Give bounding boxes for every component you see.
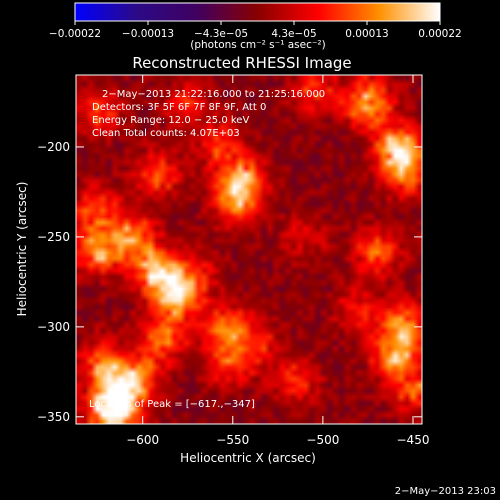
x-tick-label: −600 [126,433,159,447]
colorbar-tick-label: 0.00022 [418,28,461,40]
heatmap-image [76,75,422,424]
colorbar-tick-label: −4.3e−05 [194,28,248,40]
annotation-peak-location: Location of Peak = [−617.,−347] [89,399,255,410]
footer-timestamp: 2−May−2013 23:03 [395,486,496,497]
colorbar-tick-label: 4.3e−05 [271,28,316,40]
colorbar-tick-label: −0.00013 [122,28,174,40]
colorbar-tick-label: 0.00013 [345,28,388,40]
colorbar-frame [74,2,441,22]
colorbar-unit-label: (photons cm⁻² s⁻¹ asec⁻²) [190,39,325,51]
plot-frame [75,74,423,425]
y-tick-label: −350 [37,410,70,424]
annotation-block: 2−May−2013 21:22:16.000 to 21:25:16.000 … [89,89,325,410]
y-tick-label: −300 [37,320,70,334]
colorbar-ticks: −0.00022 −0.00013 −4.3e−05 4.3e−05 0.00013 0.… [49,21,462,40]
annotation-energy-range: Energy Range: 12.0 − 25.0 keV [92,115,249,126]
x-axis-label: Heliocentric X (arcsec) [180,451,316,465]
x-tick-label: −550 [216,433,249,447]
x-tick-label: −500 [306,433,339,447]
annotation-time-range: 2−May−2013 21:22:16.000 to 21:25:16.000 [102,89,325,100]
annotation-detectors: Detectors: 3F 5F 6F 7F 8F 9F, Att 0 [92,102,266,113]
y-tick-label: −250 [37,230,70,244]
chart-title: Reconstructed RHESSI Image [132,54,351,72]
plot-area: −600 −550 −500 −450 −350 −300 −250 −200 [37,74,429,447]
x-tick-label: −450 [397,433,430,447]
colorbar: −0.00022 −0.00013 −4.3e−05 4.3e−05 0.00013 0.… [49,2,462,51]
colorbar-tick-label: −0.00022 [49,28,101,40]
y-axis-label: Heliocentric Y (arcsec) [15,182,29,317]
axis-ticks: −600 −550 −500 −450 −350 −300 −250 −200 [37,75,429,447]
annotation-clean-counts: Clean Total counts: 4.07E+03 [92,128,240,139]
y-tick-label: −200 [37,140,70,154]
colorbar-gradient [75,3,440,21]
